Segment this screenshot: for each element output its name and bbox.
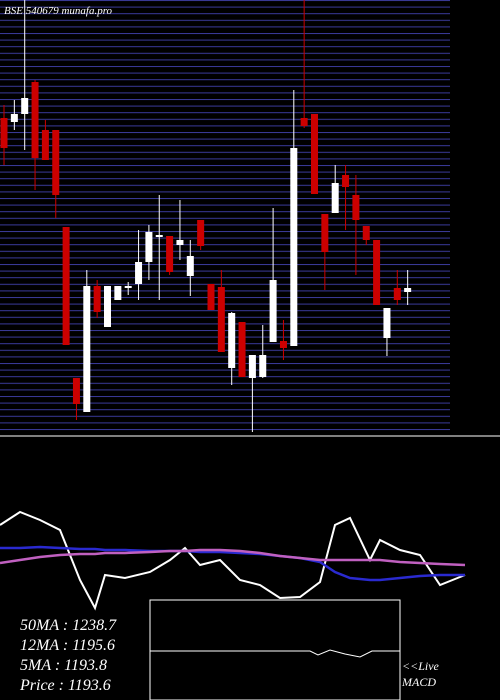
candle-body bbox=[207, 284, 215, 310]
ma-label: Price : 1193.6 bbox=[19, 677, 111, 694]
candle-body bbox=[124, 286, 132, 288]
candle-body bbox=[93, 286, 101, 312]
candle-body bbox=[114, 286, 122, 300]
candle-body bbox=[166, 236, 174, 272]
candle-body bbox=[321, 214, 329, 252]
indicator-line bbox=[0, 510, 466, 611]
indicator-line bbox=[0, 548, 466, 567]
candle-body bbox=[197, 220, 205, 246]
candle-body bbox=[62, 227, 70, 345]
candle-body bbox=[10, 114, 18, 122]
candle-body bbox=[331, 183, 339, 213]
candle-body bbox=[186, 256, 194, 276]
candle-body bbox=[404, 288, 412, 292]
price-panel bbox=[0, 0, 450, 435]
candle-body bbox=[290, 148, 298, 346]
candle-body bbox=[269, 280, 277, 342]
candle-body bbox=[41, 130, 49, 160]
candle-body bbox=[259, 355, 267, 377]
candle-body bbox=[279, 341, 287, 348]
candle-body bbox=[52, 130, 60, 195]
candle-body bbox=[373, 240, 381, 305]
candle-body bbox=[311, 114, 318, 194]
ma-label: 50MA : 1238.7 bbox=[20, 617, 117, 634]
candle-body bbox=[155, 235, 163, 237]
chart-title: BSE 540679 munafa.pro bbox=[4, 5, 113, 17]
candle-body bbox=[362, 226, 370, 240]
ma-label: 12MA : 1195.6 bbox=[20, 637, 115, 654]
candle-body bbox=[342, 175, 350, 187]
macd-label: MACD bbox=[401, 675, 436, 689]
candle-body bbox=[352, 195, 360, 220]
candle-body bbox=[135, 262, 143, 284]
candle-body bbox=[83, 286, 91, 412]
candle-body bbox=[0, 118, 8, 148]
indicator-line bbox=[0, 545, 465, 582]
ma-label: 5MA : 1193.8 bbox=[20, 657, 107, 674]
candle-body bbox=[176, 240, 184, 245]
candle-body bbox=[31, 82, 39, 158]
macd-panel bbox=[149, 599, 401, 700]
candle-body bbox=[72, 378, 80, 404]
live-label: <<Live bbox=[402, 659, 440, 673]
candle-body bbox=[217, 287, 225, 352]
candle-body bbox=[238, 322, 246, 377]
candle-body bbox=[248, 355, 256, 378]
candle-body bbox=[145, 232, 153, 262]
candle-body bbox=[300, 118, 308, 126]
candle-body bbox=[104, 286, 111, 327]
candle-body bbox=[393, 288, 401, 300]
macd-line bbox=[150, 649, 400, 658]
candle-body bbox=[228, 313, 236, 368]
candle-body bbox=[383, 308, 391, 338]
candle-body bbox=[21, 98, 29, 114]
